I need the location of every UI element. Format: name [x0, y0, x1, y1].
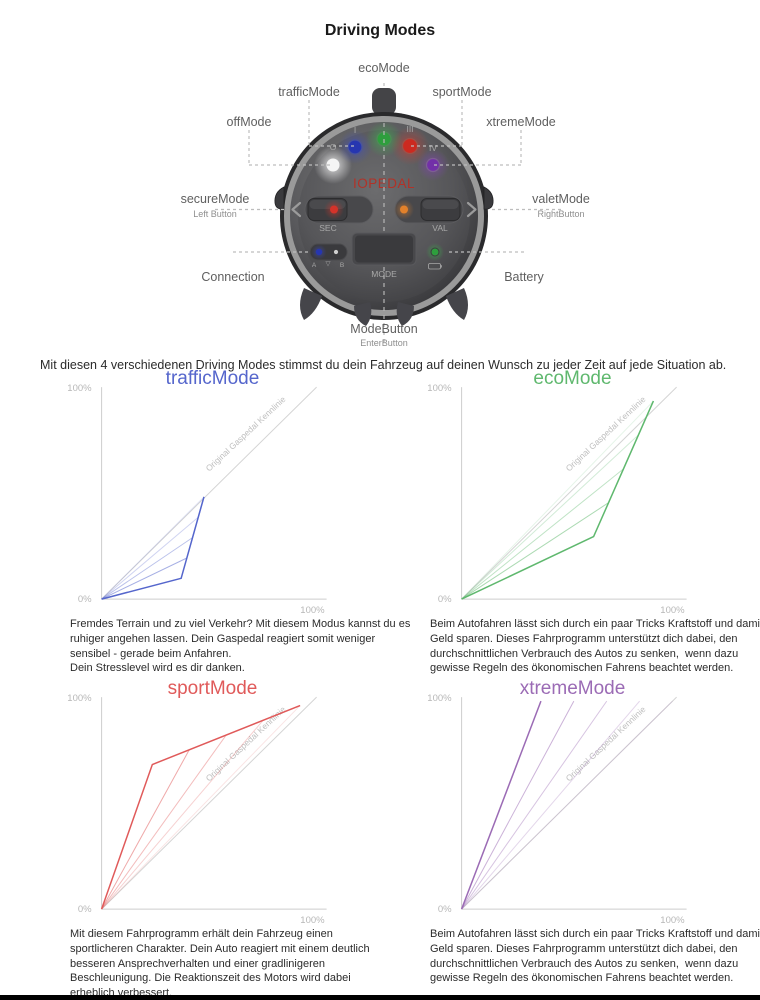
svg-text:100%: 100% — [660, 915, 685, 926]
svg-text:Original Gaspedal Kennlinie: Original Gaspedal Kennlinie — [564, 704, 648, 783]
svg-text:100%: 100% — [427, 383, 452, 394]
svg-text:100%: 100% — [427, 693, 452, 704]
svg-text:Original Gaspedal Kennlinie: Original Gaspedal Kennlinie — [564, 394, 648, 473]
svg-text:Original Gaspedal Kennlinie: Original Gaspedal Kennlinie — [204, 394, 288, 473]
svg-text:100%: 100% — [300, 605, 325, 616]
svg-text:0%: 0% — [438, 904, 452, 915]
svg-text:0%: 0% — [78, 594, 92, 605]
svg-text:100%: 100% — [300, 915, 325, 926]
svg-text:100%: 100% — [67, 383, 92, 394]
svg-text:0%: 0% — [438, 594, 452, 605]
svg-text:0%: 0% — [78, 904, 92, 915]
svg-text:100%: 100% — [67, 693, 92, 704]
svg-text:100%: 100% — [660, 605, 685, 616]
